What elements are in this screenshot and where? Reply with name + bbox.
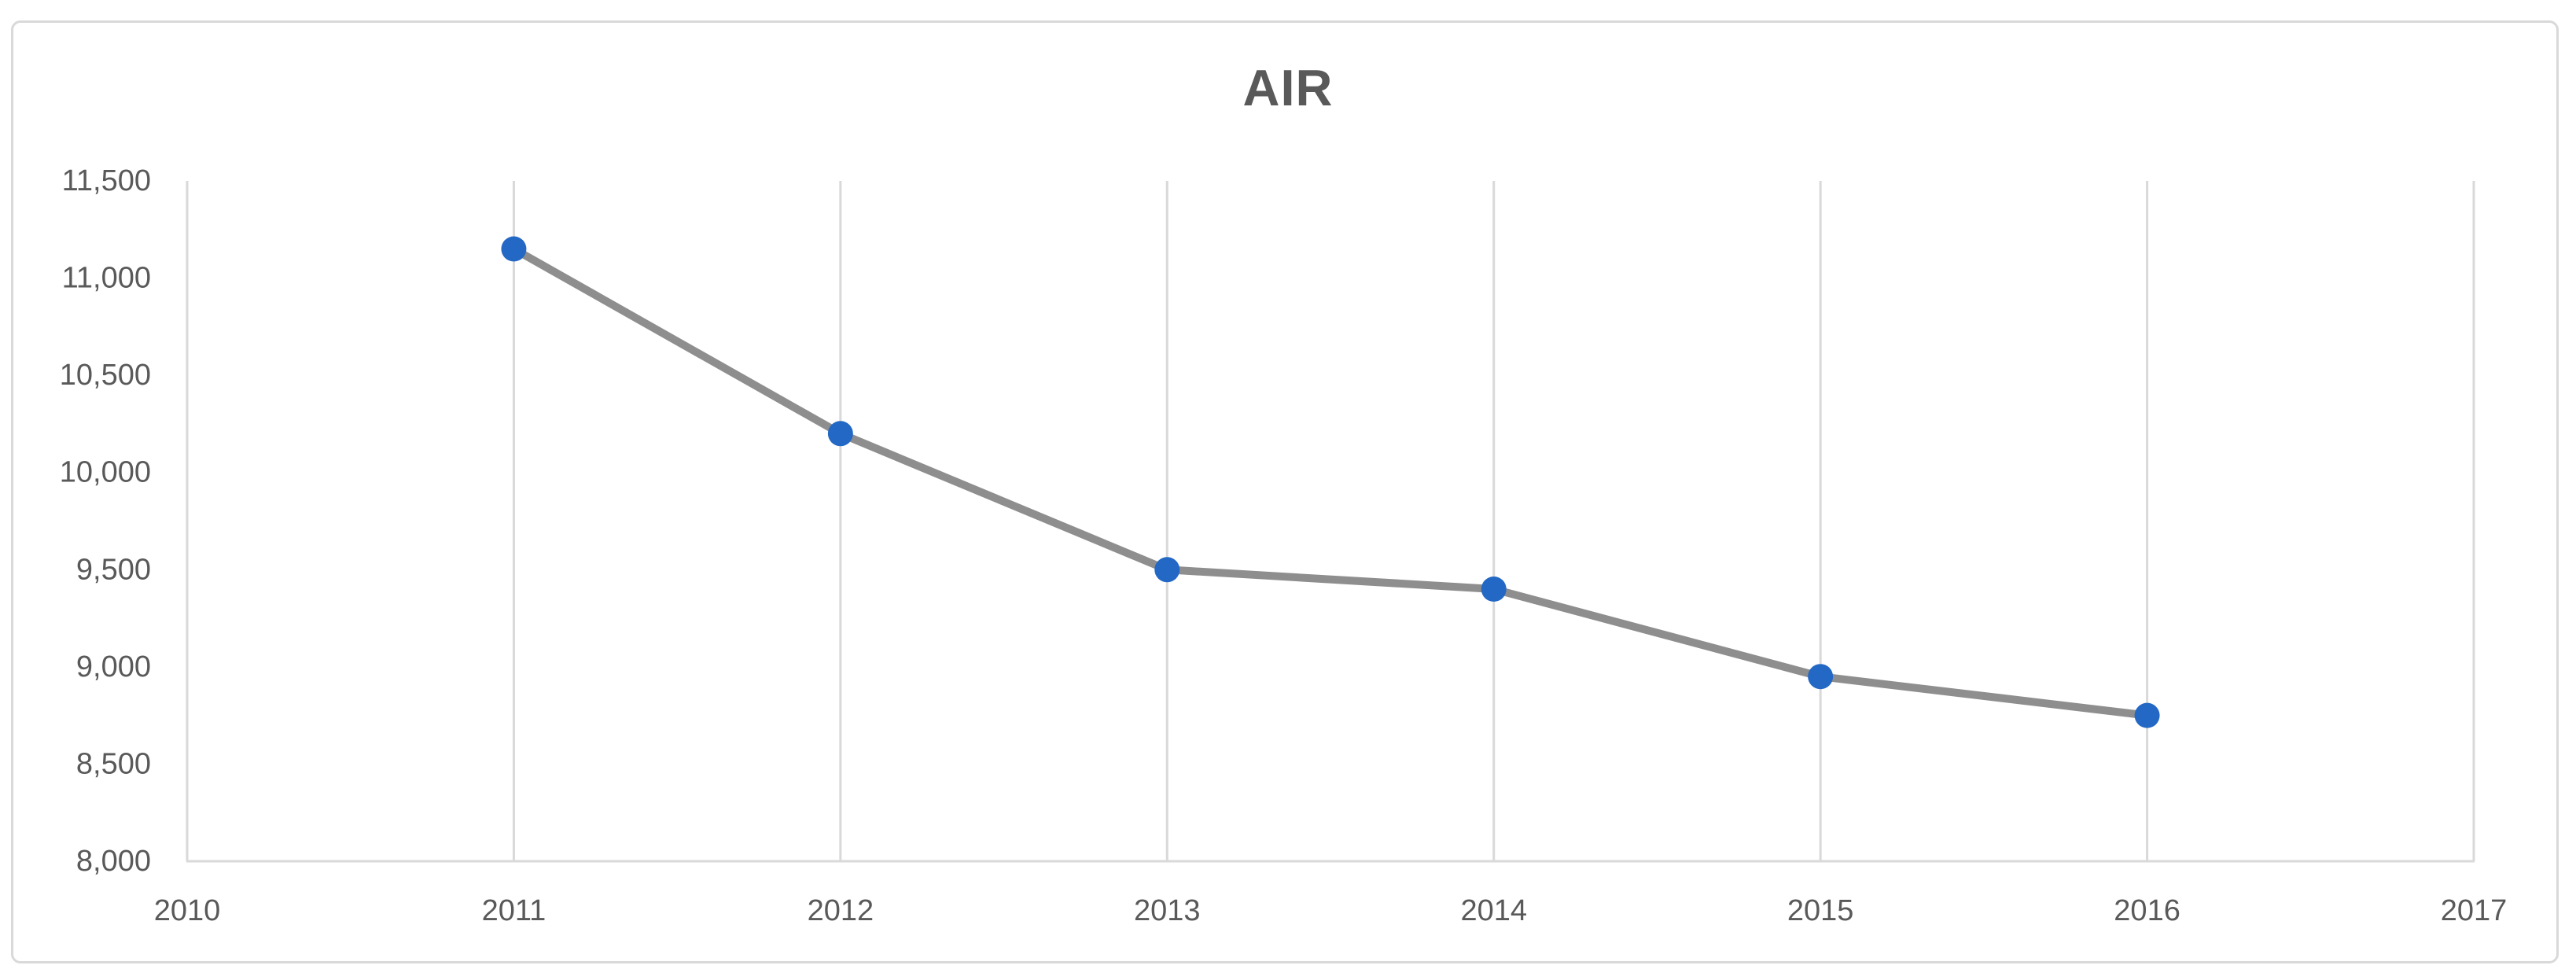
series-line xyxy=(510,245,2151,720)
data-point-marker xyxy=(2134,702,2160,728)
x-axis-tick-label: 2014 xyxy=(1460,894,1527,927)
x-axis-tick-label: 2010 xyxy=(154,894,221,927)
data-point-marker xyxy=(1481,577,1507,602)
y-axis-tick-label: 11,000 xyxy=(62,262,151,295)
y-axis-tick-label: 9,500 xyxy=(76,553,151,586)
y-axis-tick-label: 10,000 xyxy=(60,456,151,489)
y-axis-tick-label: 8,000 xyxy=(76,845,151,878)
data-point-marker xyxy=(827,421,853,447)
x-axis-tick-label: 2017 xyxy=(2441,894,2508,927)
data-point-marker xyxy=(1808,664,1834,690)
data-point-marker xyxy=(1154,557,1180,583)
data-point-marker xyxy=(501,236,527,262)
y-axis-tick-label: 9,000 xyxy=(76,650,151,683)
y-axis-tick-label: 11,500 xyxy=(62,164,151,197)
chart-frame xyxy=(11,20,2559,963)
x-axis-tick-label: 2012 xyxy=(808,894,874,927)
x-axis-tick-label: 2016 xyxy=(2114,894,2180,927)
x-axis-tick-label: 2011 xyxy=(482,894,546,927)
x-axis-tick-label: 2015 xyxy=(1787,894,1854,927)
x-axis-tick-label: 2013 xyxy=(1134,894,1201,927)
chart-title: AIR xyxy=(1242,59,1334,116)
y-axis-tick-label: 10,500 xyxy=(60,359,151,392)
y-axis-tick-label: 8,500 xyxy=(76,747,151,780)
